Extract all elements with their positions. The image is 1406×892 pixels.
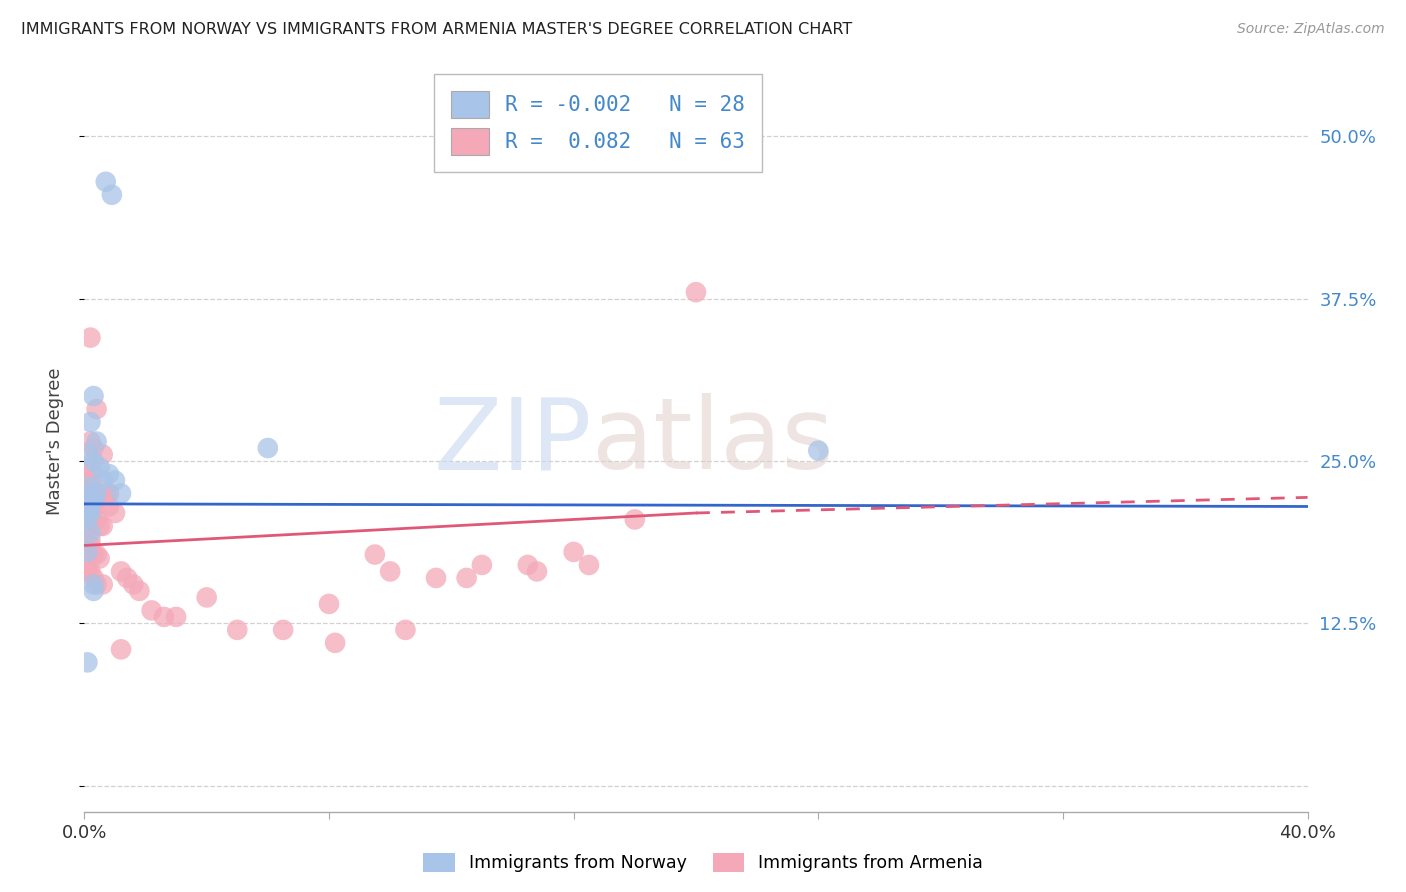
Point	[94, 486, 117, 500]
Point	[456, 571, 478, 585]
Point	[86, 402, 108, 417]
Point	[195, 591, 218, 605]
Point	[79, 331, 101, 345]
Point	[578, 558, 600, 572]
Point	[76, 506, 98, 520]
Point	[128, 583, 150, 598]
Point	[86, 434, 108, 449]
Point	[79, 545, 101, 559]
Point	[76, 565, 98, 579]
Point	[83, 577, 105, 591]
Point	[76, 493, 98, 508]
Point	[115, 571, 138, 585]
Point	[226, 623, 249, 637]
Point	[79, 500, 101, 514]
Point	[97, 486, 120, 500]
Point	[91, 577, 114, 591]
Point	[685, 285, 707, 300]
Point	[91, 448, 114, 462]
Point	[76, 500, 98, 514]
Point	[323, 636, 346, 650]
Point	[104, 506, 127, 520]
Point	[79, 495, 101, 509]
Point	[76, 560, 98, 574]
Point	[79, 565, 101, 579]
Point	[79, 538, 101, 552]
Point	[380, 565, 402, 579]
Point	[97, 467, 120, 481]
Point	[526, 565, 548, 579]
Point	[165, 610, 187, 624]
Point	[516, 558, 538, 572]
Point	[94, 175, 117, 189]
Point	[83, 441, 105, 455]
Point	[89, 519, 111, 533]
Point	[76, 480, 98, 494]
Text: atlas: atlas	[592, 393, 834, 490]
Point	[425, 571, 447, 585]
Point	[86, 512, 108, 526]
Point	[110, 486, 132, 500]
Point	[153, 610, 176, 624]
Point	[83, 454, 105, 468]
Point	[76, 448, 98, 462]
Point	[83, 500, 105, 514]
Point	[79, 506, 101, 520]
Point	[271, 623, 294, 637]
Point	[79, 415, 101, 429]
Legend: Immigrants from Norway, Immigrants from Armenia: Immigrants from Norway, Immigrants from …	[416, 846, 990, 879]
Point	[91, 474, 114, 488]
Point	[97, 500, 120, 514]
Point	[91, 519, 114, 533]
Point	[79, 474, 101, 488]
Text: ZIP: ZIP	[433, 393, 592, 490]
Point	[86, 500, 108, 514]
Point	[807, 443, 830, 458]
Point	[76, 525, 98, 540]
Point	[76, 512, 98, 526]
Point	[141, 603, 163, 617]
Point	[562, 545, 585, 559]
Point	[79, 512, 101, 526]
Legend: R = -0.002   N = 28, R =  0.082   N = 63: R = -0.002 N = 28, R = 0.082 N = 63	[434, 74, 762, 171]
Point	[97, 486, 120, 500]
Point	[79, 434, 101, 449]
Point	[76, 519, 98, 533]
Point	[83, 548, 105, 562]
Y-axis label: Master's Degree: Master's Degree	[45, 368, 63, 516]
Point	[471, 558, 494, 572]
Point	[79, 532, 101, 546]
Point	[257, 441, 280, 455]
Point	[394, 623, 416, 637]
Point	[122, 577, 145, 591]
Point	[76, 656, 98, 670]
Point	[110, 565, 132, 579]
Point	[89, 551, 111, 566]
Point	[76, 545, 98, 559]
Point	[79, 460, 101, 475]
Point	[79, 525, 101, 540]
Point	[86, 486, 108, 500]
Point	[104, 474, 127, 488]
Point	[76, 503, 98, 517]
Point	[364, 548, 387, 562]
Point	[83, 480, 105, 494]
Point	[83, 389, 105, 403]
Point	[86, 486, 108, 500]
Point	[89, 460, 111, 475]
Point	[86, 577, 108, 591]
Point	[624, 512, 647, 526]
Point	[76, 467, 98, 481]
Point	[86, 548, 108, 562]
Point	[101, 187, 124, 202]
Text: Source: ZipAtlas.com: Source: ZipAtlas.com	[1237, 22, 1385, 37]
Point	[83, 493, 105, 508]
Point	[83, 583, 105, 598]
Text: IMMIGRANTS FROM NORWAY VS IMMIGRANTS FROM ARMENIA MASTER'S DEGREE CORRELATION CH: IMMIGRANTS FROM NORWAY VS IMMIGRANTS FRO…	[21, 22, 852, 37]
Point	[79, 486, 101, 500]
Point	[110, 642, 132, 657]
Point	[83, 571, 105, 585]
Point	[318, 597, 340, 611]
